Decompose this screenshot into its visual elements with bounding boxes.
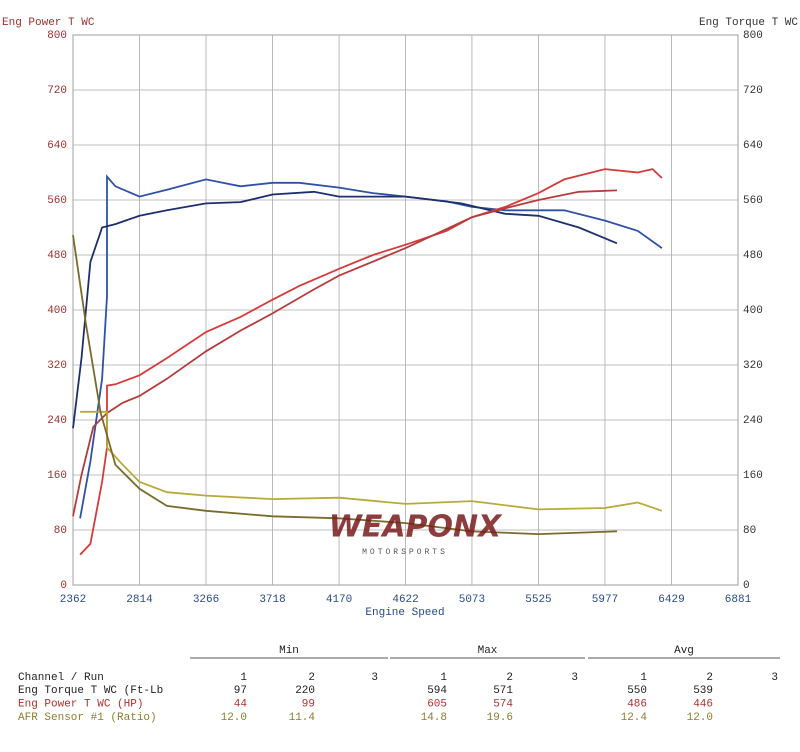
table-cell: 99: [302, 698, 315, 710]
x-tick-label: 5525: [525, 594, 551, 606]
y-tick-label: 240: [47, 415, 67, 427]
table-cell: 14.8: [421, 712, 447, 724]
y-tick-label: 160: [47, 470, 67, 482]
table-cell: 574: [493, 698, 513, 710]
table-cell: 12.4: [621, 712, 648, 724]
watermark-tagline: MOTORSPORTS: [362, 548, 448, 557]
x-tick-label: 5977: [592, 594, 618, 606]
plot-area: [72, 34, 739, 586]
y-axis-title: Eng Power T WC: [2, 17, 95, 29]
y2-tick-label: 80: [743, 525, 756, 537]
table-group-label: Max: [478, 645, 498, 657]
table-row-label: AFR Sensor #1 (Ratio): [18, 712, 157, 724]
table-cell: 12.0: [687, 712, 713, 724]
x-tick-label: 6881: [725, 594, 752, 606]
table-cell: 446: [693, 698, 713, 710]
watermark: WEAPONX MOTORSPORTS: [329, 510, 503, 558]
y2-tick-label: 160: [743, 470, 763, 482]
x-tick-label: 4622: [392, 594, 418, 606]
y2-tick-label: 720: [743, 85, 763, 97]
table-cell: 97: [234, 685, 247, 697]
table-run-label: 1: [440, 672, 447, 684]
x-tick-label: 2362: [60, 594, 86, 606]
data-line: [72, 190, 618, 429]
table-run-label: 1: [640, 672, 647, 684]
table-cell: 539: [693, 685, 713, 697]
x-tick-label: 2814: [126, 594, 153, 606]
x-axis-title: Engine Speed: [365, 607, 444, 619]
x-tick-label: 6429: [658, 594, 684, 606]
y2-tick-label: 480: [743, 250, 763, 262]
table-cell: 44: [234, 698, 248, 710]
x-tick-label: 3266: [193, 594, 219, 606]
table-run-label: 2: [308, 672, 315, 684]
watermark-text: WEAPONX: [329, 510, 503, 545]
table-header: Channel / Run: [18, 672, 104, 684]
table-cell: 486: [627, 698, 647, 710]
x-tick-label: 3718: [259, 594, 285, 606]
y-tick-label: 800: [47, 30, 67, 42]
y-tick-label: 720: [47, 85, 67, 97]
table-run-label: 3: [571, 672, 578, 684]
y-tick-label: 640: [47, 140, 67, 152]
table-run-label: 2: [706, 672, 713, 684]
y2-tick-label: 240: [743, 415, 763, 427]
table-row-label: Eng Torque T WC (Ft-Lb: [18, 685, 163, 697]
table-run-label: 3: [771, 672, 778, 684]
y2-tick-label: 560: [743, 195, 763, 207]
y-tick-label: 480: [47, 250, 67, 262]
y2-tick-label: 0: [743, 580, 750, 592]
data-line: [72, 189, 618, 517]
table-cell: 550: [627, 685, 647, 697]
table-cell: 12.0: [221, 712, 247, 724]
y-tick-label: 0: [60, 580, 67, 592]
data-line: [79, 174, 663, 519]
y2-axis-title: Eng Torque T WC: [699, 17, 798, 29]
table-cell: 220: [295, 685, 315, 697]
table-cell: 594: [427, 685, 447, 697]
y2-tick-label: 800: [743, 30, 763, 42]
table-run-label: 2: [506, 672, 513, 684]
table-run-label: 1: [240, 672, 247, 684]
table-group-label: Min: [279, 645, 299, 657]
x-tick-label: 4170: [326, 594, 352, 606]
data-line: [79, 168, 663, 556]
y-tick-label: 400: [47, 305, 67, 317]
table-row-label: Eng Power T WC (HP): [18, 698, 143, 710]
table-cell: 605: [427, 698, 447, 710]
data-line: [72, 234, 618, 536]
x-tick-label: 5073: [459, 594, 485, 606]
y-tick-label: 80: [54, 525, 67, 537]
y2-tick-label: 320: [743, 360, 763, 372]
table-cell: 571: [493, 685, 513, 697]
y2-tick-label: 400: [743, 305, 763, 317]
table-group-label: Avg: [674, 645, 694, 657]
table-run-label: 3: [371, 672, 378, 684]
y-tick-label: 320: [47, 360, 67, 372]
y2-tick-label: 640: [743, 140, 763, 152]
table-cell: 19.6: [487, 712, 513, 724]
y-tick-label: 560: [47, 195, 67, 207]
table-cell: 11.4: [289, 712, 316, 724]
